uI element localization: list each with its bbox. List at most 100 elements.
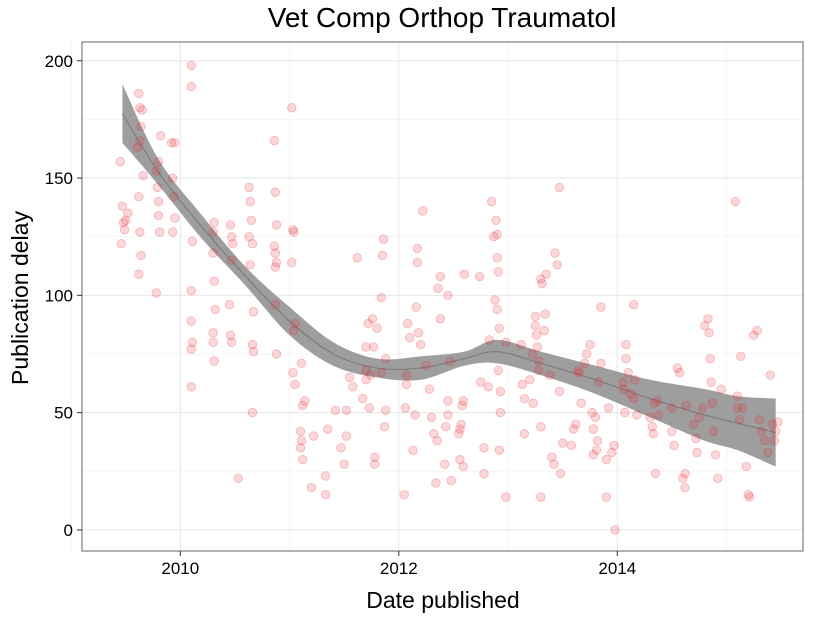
data-point — [588, 424, 598, 434]
data-point — [244, 231, 254, 242]
data-point — [549, 459, 559, 469]
data-point — [681, 400, 691, 411]
data-point — [550, 248, 560, 258]
data-point — [248, 346, 259, 357]
data-point — [574, 368, 584, 378]
data-point — [479, 443, 489, 453]
data-point — [621, 339, 631, 350]
data-point — [119, 224, 130, 235]
data-point — [380, 405, 391, 415]
data-point — [413, 328, 424, 338]
data-point — [609, 440, 619, 451]
data-point — [691, 433, 701, 444]
data-point — [118, 217, 129, 228]
data-point — [135, 135, 145, 146]
y-axis-title: Publication delay — [7, 211, 33, 385]
data-point — [376, 292, 387, 303]
data-point — [358, 393, 368, 404]
data-point — [490, 295, 500, 305]
data-point — [536, 421, 546, 432]
data-point — [408, 445, 418, 455]
data-point — [544, 370, 555, 380]
data-point — [361, 375, 371, 385]
data-point — [133, 142, 143, 153]
data-point — [773, 417, 783, 427]
data-point — [153, 156, 164, 167]
data-point — [492, 229, 502, 240]
data-point — [568, 424, 579, 434]
data-point — [151, 166, 161, 176]
data-point — [424, 384, 435, 394]
data-point — [536, 492, 546, 502]
data-point — [454, 429, 464, 439]
data-point — [208, 227, 218, 237]
data-point — [493, 267, 503, 277]
data-point — [557, 438, 568, 448]
data-point — [151, 288, 161, 298]
data-point — [287, 102, 297, 113]
data-point — [370, 459, 380, 469]
data-point — [680, 468, 690, 479]
data-point — [295, 426, 306, 437]
data-point — [517, 379, 527, 390]
data-point — [571, 419, 581, 430]
data-point — [225, 330, 236, 340]
data-point — [418, 206, 428, 216]
data-point — [525, 375, 535, 385]
data-point — [376, 368, 387, 378]
data-point — [492, 253, 502, 263]
data-point — [248, 307, 259, 317]
data-point — [585, 339, 595, 350]
y-tick-label: 200 — [45, 52, 73, 71]
data-point — [435, 271, 446, 282]
data-point — [348, 382, 358, 392]
data-point — [415, 339, 426, 350]
data-point — [650, 468, 661, 479]
data-point — [361, 342, 371, 352]
data-point — [519, 393, 530, 404]
data-point — [290, 318, 300, 329]
data-point — [410, 410, 420, 420]
data-point — [399, 490, 409, 500]
data-point — [169, 192, 179, 202]
data-point — [495, 386, 506, 397]
data-point — [495, 407, 506, 418]
data-point — [432, 436, 442, 446]
data-point — [341, 405, 352, 415]
x-tick-label: 2012 — [380, 559, 418, 578]
data-point — [288, 368, 298, 378]
data-point — [377, 250, 388, 261]
data-point — [455, 424, 465, 434]
data-point — [706, 377, 716, 387]
data-point — [186, 60, 196, 71]
data-point — [554, 182, 565, 193]
data-point — [228, 239, 238, 249]
data-point — [323, 424, 333, 434]
data-point — [533, 365, 544, 376]
data-point — [474, 271, 485, 282]
data-point — [379, 421, 390, 432]
data-point — [135, 102, 145, 113]
data-point — [445, 356, 455, 366]
data-point — [603, 403, 614, 413]
data-point — [117, 201, 128, 211]
data-point — [380, 353, 391, 364]
data-point — [458, 461, 468, 472]
data-point — [412, 243, 423, 254]
data-point — [457, 400, 467, 411]
data-point — [308, 431, 319, 441]
data-point — [209, 356, 219, 366]
data-point — [730, 196, 740, 207]
data-point — [153, 196, 164, 207]
data-point — [226, 231, 237, 242]
data-point — [744, 492, 755, 502]
data-point — [411, 302, 421, 312]
data-point — [246, 215, 257, 225]
data-point — [628, 300, 639, 310]
data-point — [601, 492, 612, 502]
data-point — [435, 314, 446, 324]
data-point — [619, 384, 629, 394]
data-point — [705, 353, 715, 364]
data-point — [527, 349, 537, 359]
